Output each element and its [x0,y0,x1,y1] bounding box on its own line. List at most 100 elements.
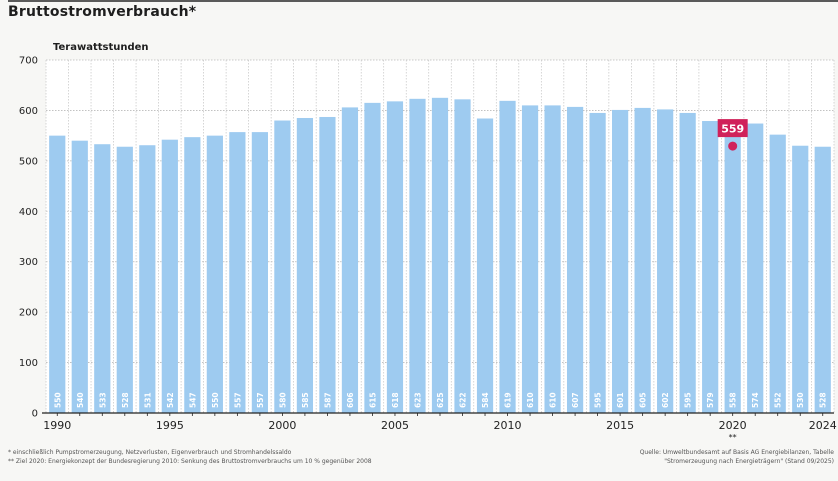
bar [499,100,516,414]
bar-value-label: 619 [504,392,513,408]
bar-value-label: 623 [413,392,422,408]
bar-value-label: 618 [391,392,400,408]
bar [702,121,719,414]
bar [612,109,629,413]
bar-value-label: 625 [436,392,445,408]
bar-value-label: 610 [526,392,535,408]
bar-value-label: 580 [278,392,287,408]
bar-value-label: 615 [368,392,377,408]
bar [161,139,178,414]
bar [206,135,223,413]
bar-value-label: 610 [549,392,558,408]
footnote-2: ** Ziel 2020: Energiekonzept der Bundesr… [8,458,372,465]
bar [386,101,404,413]
bar [521,105,539,413]
x-tick-label: 2010 [494,419,522,432]
y-tick-label: 300 [19,257,38,268]
x-tick-label: 2020 [719,419,747,432]
y-tick-label: 700 [19,56,38,67]
bar-value-label: 606 [346,392,355,408]
bar [296,117,314,413]
bar [184,137,201,414]
target-footnote-mark: ** [729,433,737,442]
bar [679,112,696,413]
bar [792,145,809,413]
bar [657,109,674,414]
bar-value-label: 557 [256,392,265,408]
bar-value-label: 557 [233,392,242,408]
x-tick-label: 2024 [809,419,837,432]
bar-value-label: 595 [684,392,693,408]
y-tick-label: 0 [32,409,38,420]
bar [454,99,471,413]
footnote-1: * einschließlich Pumpstromerzeugung, Net… [8,449,292,456]
y-tick-label: 400 [19,207,38,218]
bar [589,112,606,413]
x-tick-label: 2000 [268,419,296,432]
bar [364,102,381,413]
bar [747,123,764,413]
bar-value-label: 605 [639,392,648,408]
bar [71,140,88,413]
bar [341,107,359,413]
y-tick-label: 600 [19,106,38,117]
bar-value-label: 547 [188,392,197,408]
y-tick-label: 200 [19,308,38,319]
bar-value-label: 601 [616,392,625,408]
bar [251,132,268,413]
bar-value-label: 587 [323,392,332,408]
bar-value-label: 530 [796,392,805,408]
x-tick-label: 1990 [43,419,71,432]
bar [634,107,651,414]
bar [814,146,831,414]
bar [544,105,561,413]
bar-value-label: 602 [661,392,670,408]
bar-value-label: 550 [53,392,62,408]
bar [116,146,133,414]
bar-value-label: 607 [571,392,580,408]
x-tick-label: 2015 [606,419,634,432]
bar [409,98,426,413]
bar-value-label: 552 [774,392,783,408]
bar [724,131,741,413]
bar-value-label: 584 [481,392,490,408]
source-line-2: "Stromerzeugung nach Energieträgern" (St… [664,458,834,465]
chart-title: Bruttostromverbrauch* [8,4,197,20]
bar-value-label: 622 [459,392,468,408]
bar-value-label: 595 [594,392,603,408]
bar-value-label: 558 [729,392,738,408]
target-value-label: 559 [721,123,744,136]
bar-value-label: 542 [166,392,175,408]
bar-value-label: 574 [751,392,760,408]
bar [94,144,111,414]
bar-value-label: 579 [706,392,715,408]
title-rule [8,0,838,2]
bar [769,134,786,414]
bar [274,120,291,413]
x-tick-label: 1995 [156,419,184,432]
bar-value-label: 528 [819,392,828,408]
bar-value-label: 533 [98,392,107,408]
bar [229,132,246,413]
bar-value-label: 528 [121,392,130,408]
bar-value-label: 540 [76,392,85,408]
bar-value-label: 550 [211,392,220,408]
bar [319,116,336,413]
bar [139,145,156,413]
source-note: Quelle: Umweltbundesamt auf Basis AG Ene… [640,448,834,466]
source-line-1: Quelle: Umweltbundesamt auf Basis AG Ene… [639,449,834,456]
target-label-box [717,119,748,138]
bar [566,106,584,414]
x-tick-label: 2005 [381,419,409,432]
bar-value-label: 585 [301,392,310,408]
y-tick-label: 100 [19,358,38,369]
bar [431,97,449,414]
footnotes-left: * einschließlich Pumpstromerzeugung, Net… [8,448,372,466]
bar-value-label: 531 [143,392,152,408]
bar [476,118,494,414]
target-marker-dot [728,141,738,151]
bar [49,135,66,413]
y-tick-label: 500 [19,156,38,167]
y-axis-unit-label: Terawattstunden [53,42,149,53]
